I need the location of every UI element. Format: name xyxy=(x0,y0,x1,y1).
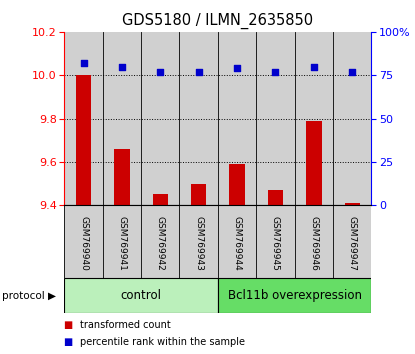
Bar xyxy=(153,194,168,205)
Bar xyxy=(180,32,218,205)
Title: GDS5180 / ILMN_2635850: GDS5180 / ILMN_2635850 xyxy=(122,13,313,29)
Bar xyxy=(256,32,295,205)
Bar xyxy=(64,205,103,278)
Bar xyxy=(229,164,245,205)
Bar xyxy=(64,32,103,205)
Bar xyxy=(141,205,180,278)
Text: ■: ■ xyxy=(64,320,77,330)
Bar xyxy=(295,32,333,205)
Bar xyxy=(103,32,141,205)
Bar xyxy=(333,32,371,205)
Bar xyxy=(344,203,360,205)
Point xyxy=(310,64,317,69)
Bar xyxy=(333,205,371,278)
Point xyxy=(272,69,279,75)
Bar xyxy=(114,149,129,205)
Text: GSM769945: GSM769945 xyxy=(271,216,280,271)
Text: GSM769940: GSM769940 xyxy=(79,216,88,271)
Point xyxy=(234,65,240,71)
Bar xyxy=(180,205,218,278)
Bar xyxy=(64,278,218,313)
Bar xyxy=(218,32,256,205)
Point xyxy=(195,69,202,75)
Text: control: control xyxy=(121,289,161,302)
Text: GSM769943: GSM769943 xyxy=(194,216,203,271)
Text: ■: ■ xyxy=(64,337,77,348)
Text: GSM769946: GSM769946 xyxy=(309,216,318,271)
Text: GSM769942: GSM769942 xyxy=(156,216,165,271)
Bar xyxy=(218,205,256,278)
Bar xyxy=(306,121,322,205)
Text: transformed count: transformed count xyxy=(80,320,171,330)
Point xyxy=(157,69,164,75)
Text: percentile rank within the sample: percentile rank within the sample xyxy=(80,337,245,348)
Bar xyxy=(103,205,141,278)
Bar xyxy=(295,205,333,278)
Text: GSM769944: GSM769944 xyxy=(232,216,242,271)
Bar xyxy=(76,75,91,205)
Point xyxy=(119,64,125,69)
Text: GSM769947: GSM769947 xyxy=(348,216,357,271)
Bar xyxy=(218,278,371,313)
Bar xyxy=(141,32,180,205)
Point xyxy=(80,60,87,66)
Bar xyxy=(256,205,295,278)
Bar xyxy=(268,190,283,205)
Text: GSM769941: GSM769941 xyxy=(117,216,127,271)
Text: Bcl11b overexpression: Bcl11b overexpression xyxy=(228,289,361,302)
Bar xyxy=(191,184,206,205)
Text: protocol ▶: protocol ▶ xyxy=(2,291,56,301)
Point xyxy=(349,69,356,75)
